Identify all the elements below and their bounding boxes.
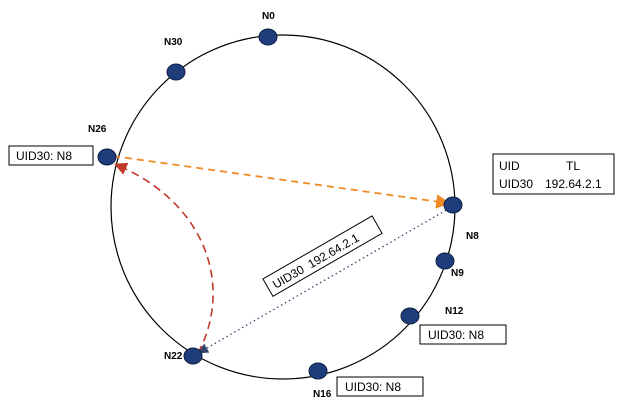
message-label-box (262, 215, 383, 297)
n16-entry-text: UID30: N8 (345, 380, 401, 394)
node-n8[interactable] (443, 196, 463, 214)
n12-entry-text: UID30: N8 (428, 328, 484, 342)
message-label-text: UID30 192.64.2.1 (270, 231, 362, 292)
label-n9: N9 (451, 268, 464, 279)
dotted-reply-arrow (197, 207, 451, 354)
label-n12: N12 (445, 306, 464, 317)
label-n0: N0 (262, 11, 275, 22)
table-row-uid: UID30 (499, 177, 533, 191)
node-n26[interactable] (97, 148, 117, 166)
node-n12[interactable] (400, 307, 420, 325)
node-n0[interactable] (258, 28, 278, 46)
orange-forward-arrow (112, 155, 451, 209)
message-label-group: UID30 192.64.2.1 (262, 215, 383, 297)
n26-entry-box (8, 145, 94, 166)
chord-ring (110, 34, 456, 380)
node-n16[interactable] (308, 362, 328, 380)
node-n30[interactable] (166, 63, 186, 81)
red-return-arrow (114, 162, 214, 354)
node-n22[interactable] (183, 347, 203, 365)
n12-entry-box (419, 324, 507, 345)
n16-entry-box (336, 376, 424, 397)
n26-entry-text: UID30: N8 (16, 149, 72, 163)
node-n9[interactable] (435, 252, 455, 270)
label-n26: N26 (88, 124, 107, 135)
table-row-tl: 192.64.2.1 (545, 177, 602, 191)
label-n8: N8 (466, 231, 479, 242)
uid-tl-table (492, 153, 615, 195)
table-header-uid: UID (499, 159, 520, 173)
label-n22: N22 (164, 351, 183, 362)
label-n16: N16 (313, 389, 332, 400)
table-header-tl: TL (566, 159, 580, 173)
label-n30: N30 (164, 37, 183, 48)
